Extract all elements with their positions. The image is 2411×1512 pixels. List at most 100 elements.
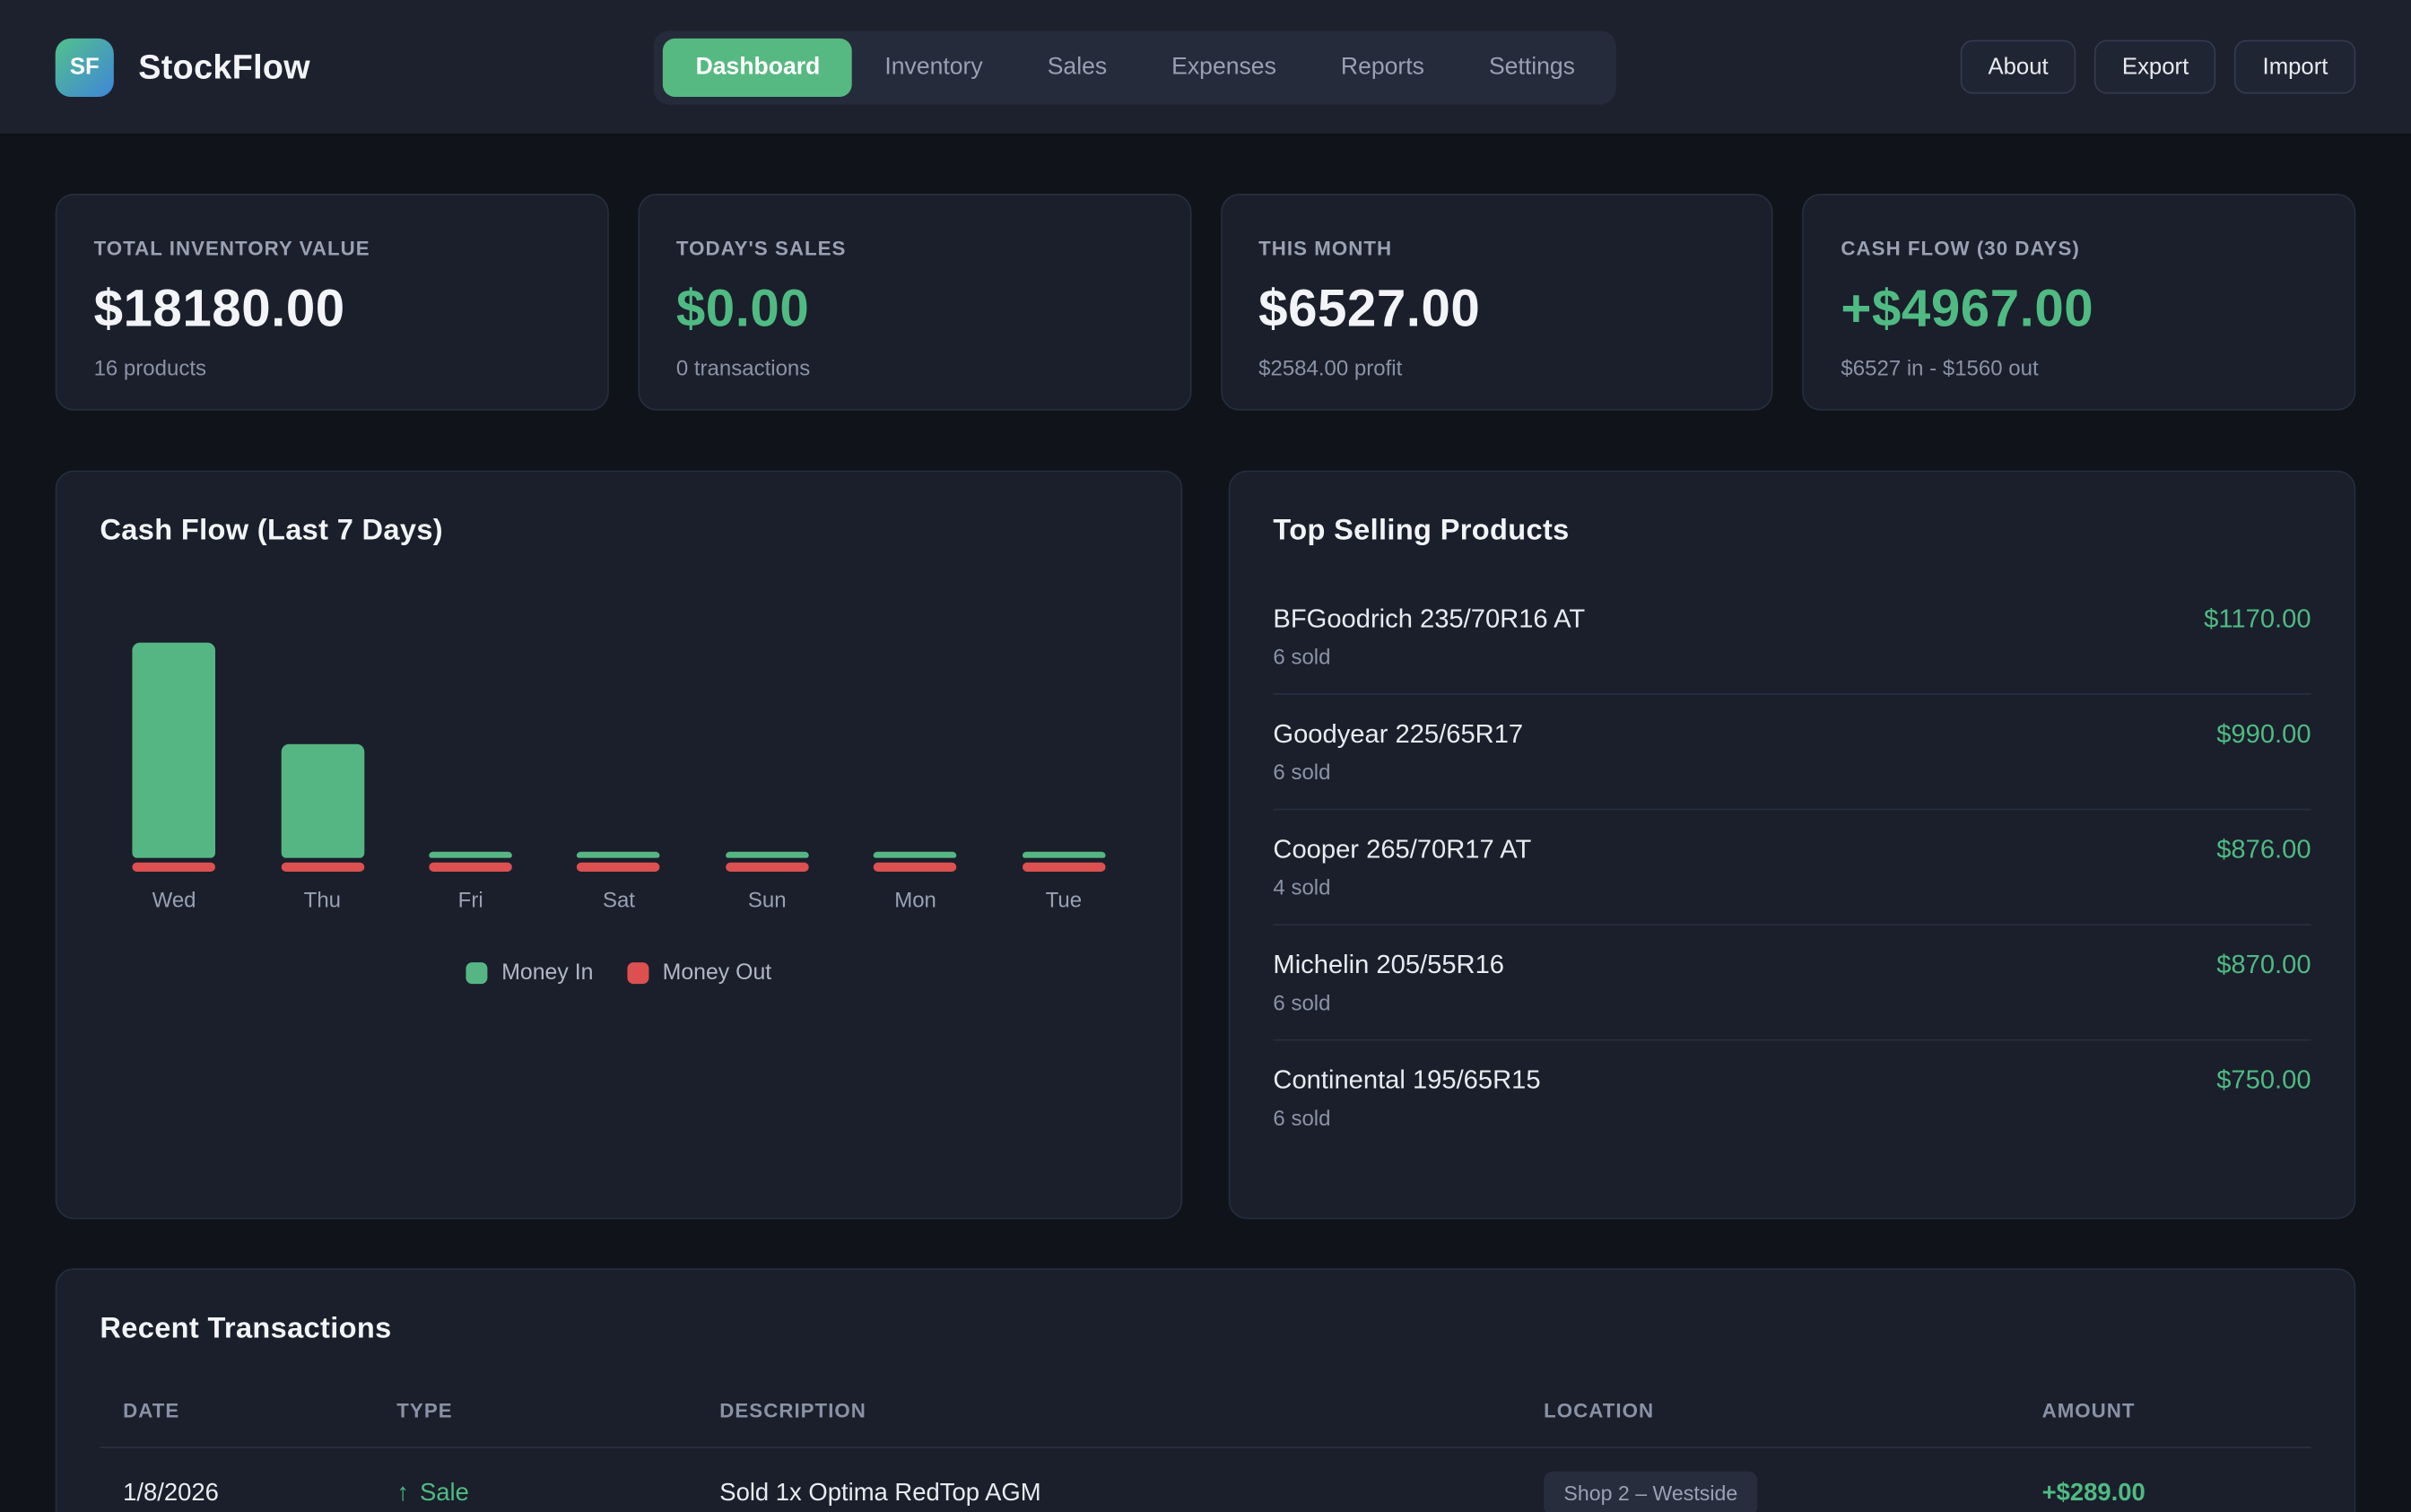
stat-label: THIS MONTH	[1258, 237, 1393, 260]
product-revenue: $750.00	[2216, 1065, 2311, 1095]
x-tick: Tue	[1045, 887, 1083, 912]
stat-label: TODAY'S SALES	[675, 237, 847, 260]
stats-row: TOTAL INVENTORY VALUE $18180.00 16 produ…	[55, 194, 2356, 411]
x-tick: Thu	[303, 887, 342, 912]
product-revenue: $990.00	[2216, 719, 2311, 749]
money-out-bar	[1022, 862, 1106, 872]
bar-group-sat	[544, 549, 692, 872]
column-header-amount: AMOUNT	[2041, 1399, 2136, 1422]
stat-card-todays-sales: TODAY'S SALES $0.00 0 transactions	[638, 194, 1191, 411]
product-row: Cooper 265/70R17 AT $876.00 4 sold	[1273, 808, 2311, 925]
top-products-title: Top Selling Products	[1273, 515, 1570, 548]
stat-label: CASH FLOW (30 DAYS)	[1841, 237, 2080, 260]
stat-card-total-inventory-value: TOTAL INVENTORY VALUE $18180.00 16 produ…	[55, 194, 609, 411]
about-button[interactable]: About	[1960, 39, 2076, 94]
product-sold-count: 4 sold	[1273, 874, 1331, 899]
header-actions: About Export Import	[1960, 39, 2356, 94]
tab-inventory[interactable]: Inventory	[852, 38, 1014, 96]
recent-transactions-card: Recent Transactions DATE TYPE DESCRIPTIO…	[55, 1268, 2356, 1512]
money-in-bar	[577, 851, 661, 858]
import-button[interactable]: Import	[2234, 39, 2356, 94]
transaction-row: 1/8/2026 ↑ Sale Sold 1x Optima RedTop AG…	[100, 1448, 2311, 1512]
bar-group-fri	[396, 549, 544, 872]
top-bar: SF StockFlow Dashboard Inventory Sales E…	[0, 0, 2411, 135]
transaction-type: ↑ Sale	[396, 1480, 719, 1508]
product-sold-count: 6 sold	[1273, 1105, 1331, 1130]
product-name: Continental 195/65R15	[1273, 1065, 1541, 1095]
product-revenue: $876.00	[2216, 834, 2311, 865]
stat-value: +$4967.00	[1841, 280, 2094, 339]
stat-value: $6527.00	[1258, 280, 1481, 339]
dashboard-content: TOTAL INVENTORY VALUE $18180.00 16 produ…	[0, 135, 2411, 1512]
money-out-bar	[577, 862, 661, 872]
middle-row: Cash Flow (Last 7 Days)	[55, 470, 2356, 1220]
transaction-amount: +$289.00	[2041, 1480, 2146, 1507]
money-out-bar	[429, 862, 512, 872]
bar-group-sun	[693, 549, 841, 872]
money-out-swatch	[627, 962, 649, 985]
money-in-bar	[725, 851, 809, 858]
tab-reports[interactable]: Reports	[1309, 38, 1457, 96]
x-tick: Wed	[152, 887, 196, 912]
money-in-bar	[429, 851, 512, 858]
tab-sales[interactable]: Sales	[1015, 38, 1139, 96]
x-tick: Fri	[457, 887, 483, 912]
x-axis-labels: Wed Thu Fri Sat Sun Mon Tue	[100, 887, 1137, 911]
tab-expenses[interactable]: Expenses	[1139, 38, 1309, 96]
top-products-list: BFGoodrich 235/70R16 AT $1170.00 6 sold …	[1273, 579, 2311, 1154]
export-button[interactable]: Export	[2094, 39, 2217, 94]
product-revenue: $870.00	[2216, 950, 2311, 979]
stat-subtext: $2584.00 profit	[1258, 355, 1403, 380]
bar-group-tue	[989, 549, 1137, 872]
app-logo: SF	[55, 38, 114, 97]
transaction-date: 1/8/2026	[123, 1480, 219, 1507]
column-header-type: TYPE	[396, 1399, 453, 1422]
stat-label: TOTAL INVENTORY VALUE	[93, 237, 370, 260]
stat-subtext: 0 transactions	[675, 355, 811, 380]
bar-group-mon	[841, 549, 989, 872]
product-name: Cooper 265/70R17 AT	[1273, 834, 1532, 865]
legend-money-in: Money In	[466, 960, 594, 986]
money-in-swatch	[466, 962, 488, 985]
bar-group-thu	[248, 549, 396, 872]
stat-subtext: 16 products	[93, 355, 207, 380]
product-name: Michelin 205/55R16	[1273, 950, 1505, 979]
tab-settings[interactable]: Settings	[1457, 38, 1607, 96]
chart-legend: Money In Money Out	[100, 960, 1137, 986]
legend-label: Money Out	[662, 960, 772, 986]
location-badge: Shop 2 – Westside	[1544, 1471, 1758, 1512]
product-sold-count: 6 sold	[1273, 759, 1331, 785]
column-header-location: LOCATION	[1544, 1399, 1655, 1422]
arrow-up-icon: ↑	[396, 1480, 409, 1507]
app-title: StockFlow	[138, 47, 310, 86]
money-in-bar	[1022, 851, 1106, 858]
column-header-date: DATE	[123, 1399, 180, 1422]
cash-flow-bar-chart	[100, 549, 1137, 872]
stat-value: $18180.00	[93, 280, 345, 339]
stat-subtext: $6527 in - $1560 out	[1841, 355, 2039, 380]
x-tick: Mon	[894, 887, 936, 912]
tab-dashboard[interactable]: Dashboard	[663, 38, 853, 97]
product-revenue: $1170.00	[2204, 604, 2311, 634]
product-row: BFGoodrich 235/70R16 AT $1170.00 6 sold	[1273, 579, 2311, 693]
legend-money-out: Money Out	[627, 960, 772, 986]
legend-label: Money In	[501, 960, 594, 986]
money-in-bar	[874, 851, 957, 858]
product-row: Goodyear 225/65R17 $990.00 6 sold	[1273, 693, 2311, 809]
money-out-bar	[281, 862, 364, 872]
product-name: BFGoodrich 235/70R16 AT	[1273, 604, 1586, 634]
stat-value: $0.00	[675, 280, 810, 339]
column-header-description: DESCRIPTION	[719, 1399, 866, 1422]
stat-card-cash-flow-30-days: CASH FLOW (30 DAYS) +$4967.00 $6527 in -…	[1802, 194, 2356, 411]
product-row: Michelin 205/55R16 $870.00 6 sold	[1273, 924, 2311, 1039]
x-tick: Sat	[602, 887, 635, 912]
bar-group-wed	[100, 549, 248, 872]
transactions-title: Recent Transactions	[100, 1313, 392, 1345]
top-selling-products-card: Top Selling Products BFGoodrich 235/70R1…	[1228, 470, 2356, 1220]
app-logo-text: SF	[69, 54, 100, 81]
money-in-bar	[132, 642, 216, 858]
product-name: Goodyear 225/65R17	[1273, 719, 1524, 749]
brand: SF StockFlow	[55, 38, 310, 97]
main-nav: Dashboard Inventory Sales Expenses Repor…	[654, 30, 1617, 104]
